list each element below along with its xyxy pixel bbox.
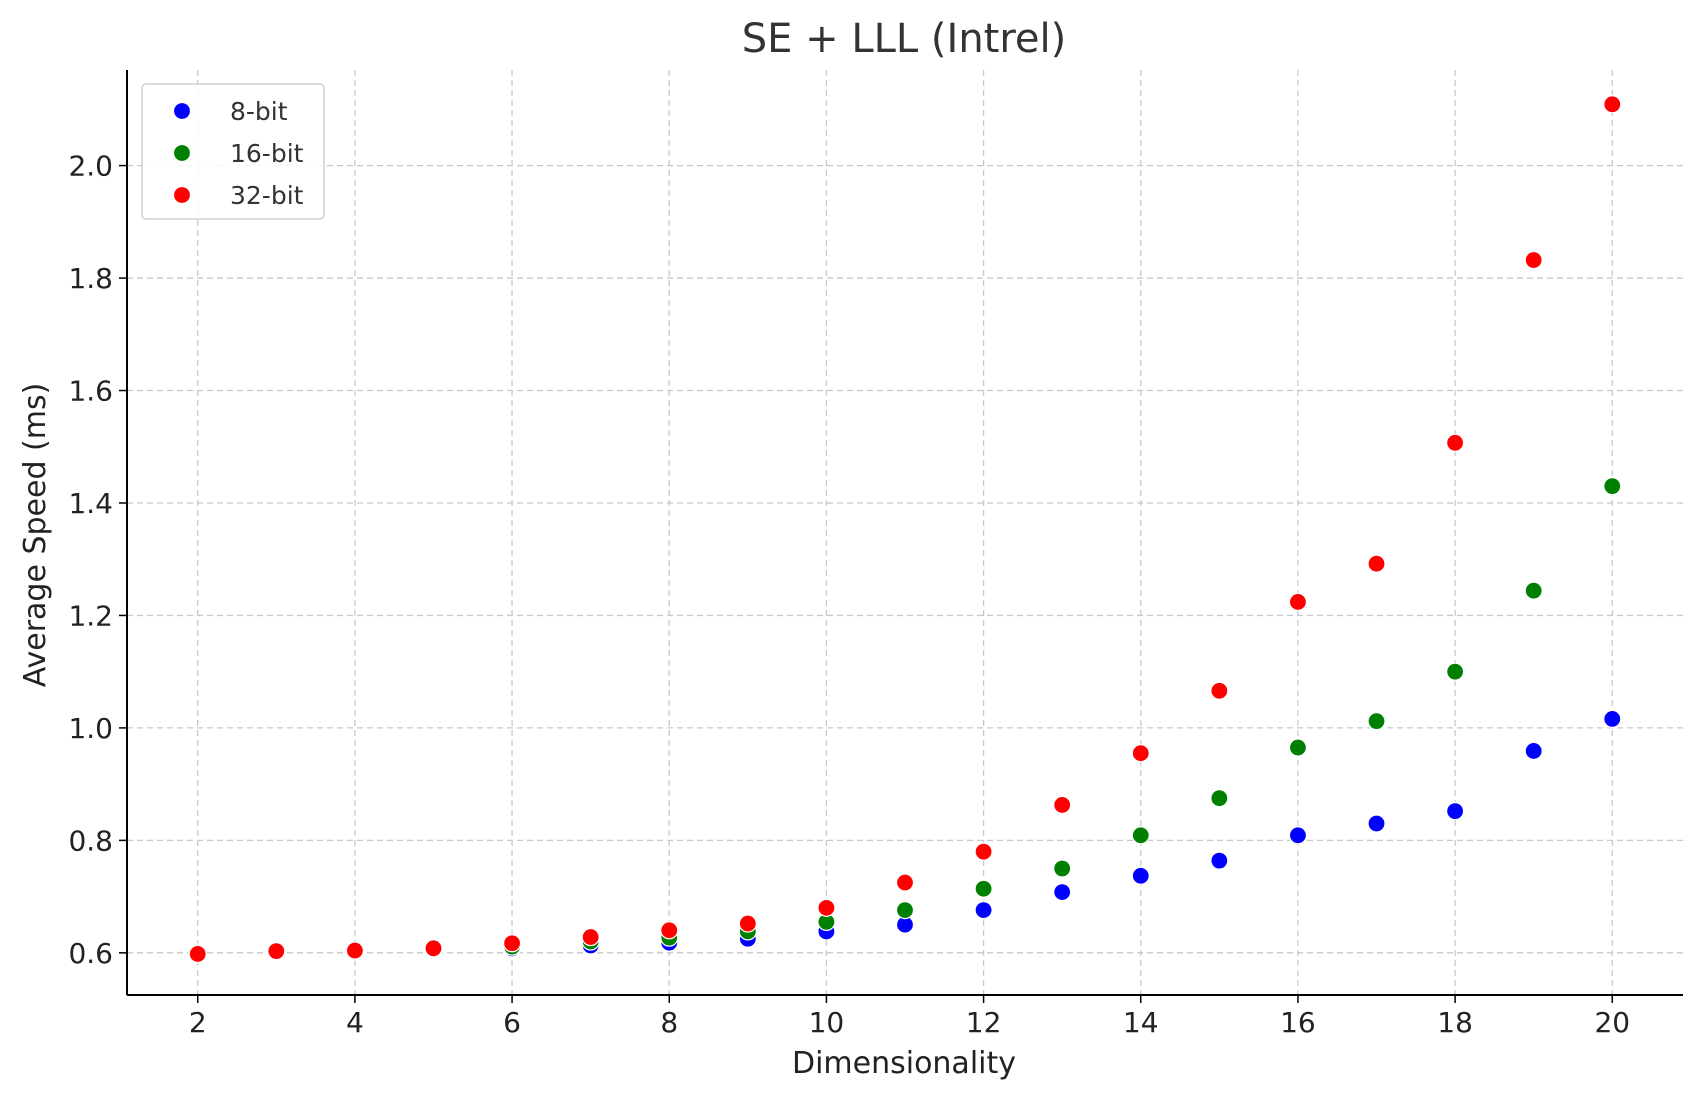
data-point-32-bit — [1131, 744, 1150, 763]
x-tick-label: 10 — [809, 1006, 845, 1039]
data-point-32-bit — [1524, 250, 1543, 270]
data-point-8-bit — [1131, 866, 1150, 885]
x-tick-label: 12 — [966, 1006, 1002, 1039]
data-point-32-bit — [895, 873, 915, 892]
data-point-32-bit — [581, 927, 600, 947]
data-point-16-bit — [1288, 738, 1308, 757]
data-point-32-bit — [1210, 681, 1229, 700]
data-point-8-bit — [1053, 882, 1072, 902]
legend-label: 32-bit — [230, 181, 304, 210]
data-point-8-bit — [1210, 851, 1229, 870]
data-points — [188, 95, 1622, 964]
y-tick-label: 1.0 — [68, 712, 113, 745]
data-point-8-bit — [1603, 709, 1622, 729]
data-point-32-bit — [267, 942, 286, 961]
data-point-16-bit — [974, 879, 993, 898]
y-tick-label: 2.0 — [68, 150, 113, 183]
x-tick-label: 20 — [1594, 1006, 1630, 1039]
data-point-8-bit — [1446, 802, 1465, 821]
legend-marker-32-bit — [172, 185, 192, 205]
legend-marker-16-bit — [172, 143, 192, 163]
chart-title: SE + LLL (Intrel) — [742, 16, 1067, 62]
data-point-8-bit — [1367, 814, 1386, 833]
y-tick-label: 1.6 — [68, 375, 113, 408]
data-point-32-bit — [1053, 795, 1072, 815]
data-point-32-bit — [188, 944, 207, 964]
x-axis-label: Dimensionality — [792, 1046, 1016, 1081]
data-point-8-bit — [974, 900, 993, 920]
data-point-32-bit — [1446, 433, 1465, 452]
data-point-16-bit — [1603, 477, 1622, 496]
data-point-16-bit — [1053, 859, 1072, 878]
legend-label: 8-bit — [230, 97, 288, 126]
data-point-32-bit — [974, 842, 993, 861]
y-axis-label: Average Speed (ms) — [18, 383, 53, 688]
x-tick-label: 8 — [660, 1006, 678, 1039]
data-point-32-bit — [1367, 554, 1386, 573]
data-point-32-bit — [1288, 592, 1308, 612]
data-point-16-bit — [895, 900, 915, 920]
data-point-32-bit — [345, 941, 364, 960]
x-tick-label: 14 — [1123, 1006, 1159, 1039]
data-point-32-bit — [660, 921, 679, 940]
x-tick-label: 16 — [1280, 1006, 1316, 1039]
x-tick-label: 4 — [346, 1006, 364, 1039]
data-point-32-bit — [1603, 95, 1622, 114]
data-point-16-bit — [1524, 581, 1543, 600]
data-point-8-bit — [1524, 741, 1543, 761]
data-point-16-bit — [1446, 662, 1465, 681]
data-point-32-bit — [424, 939, 443, 958]
y-tick-label: 1.2 — [68, 599, 113, 632]
data-point-16-bit — [1131, 826, 1150, 845]
y-tick-label: 0.6 — [68, 937, 113, 970]
data-point-8-bit — [1288, 826, 1308, 845]
data-point-32-bit — [738, 914, 757, 933]
legend-label: 16-bit — [230, 139, 304, 168]
data-point-32-bit — [817, 898, 836, 917]
x-tick-label: 6 — [503, 1006, 521, 1039]
data-point-16-bit — [1210, 789, 1229, 808]
data-point-16-bit — [1367, 712, 1386, 731]
data-point-32-bit — [502, 934, 522, 953]
y-tick-label: 1.4 — [68, 487, 113, 520]
legend-marker-8-bit — [172, 101, 192, 121]
x-tick-label: 2 — [189, 1006, 207, 1039]
legend: 8-bit 16-bit 32-bit — [141, 83, 325, 220]
tick-marks: 2 4 6 8 10 12 14 16 18 20 0.6 0.8 1.0 1.2 1.4 1.6 1.8 2.0 — [68, 150, 1630, 1039]
y-tick-label: 1.8 — [68, 262, 113, 295]
y-tick-label: 0.8 — [68, 824, 113, 857]
x-tick-label: 18 — [1437, 1006, 1473, 1039]
